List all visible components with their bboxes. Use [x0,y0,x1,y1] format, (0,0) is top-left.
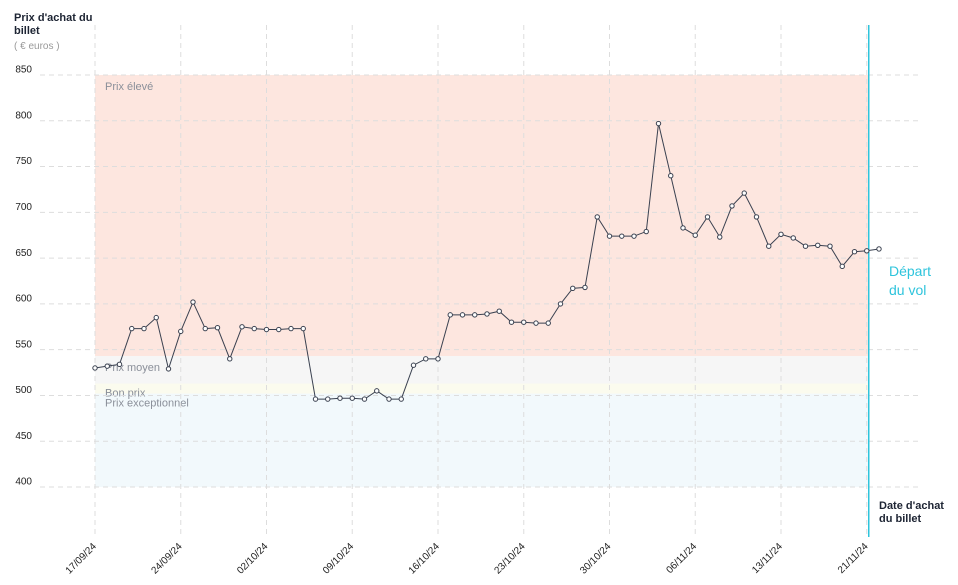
price-point [778,231,784,238]
price-point [116,361,123,368]
price-point [165,366,172,372]
x-tick-label: 16/10/24 [407,541,443,577]
price-point [251,325,257,332]
price-point [447,312,453,318]
price-point [263,326,270,333]
x-tick-label: 30/10/24 [578,541,614,577]
price-point [178,328,184,335]
price-point [312,396,319,402]
x-tick-label: 13/11/24 [750,541,785,576]
price-point [300,325,306,332]
price-point [741,190,747,196]
price-point [239,324,245,330]
price-point [570,285,576,292]
price-point [472,312,478,318]
price-point [631,233,637,239]
price-point [827,243,833,249]
price-point [717,234,723,240]
price-point [92,365,98,371]
y-tick-label: 800 [15,110,32,121]
price-point [545,320,551,326]
price-point [288,325,294,332]
price-zone [95,75,869,357]
y-tick-label: 400 [15,477,32,488]
price-point [839,263,845,270]
price-point [349,395,355,401]
price-point [704,214,711,220]
price-point [435,356,441,362]
price-point [508,319,515,325]
price-point [582,284,588,291]
price-point [398,396,404,402]
y-tick-label: 750 [15,156,32,167]
price-point [594,214,600,220]
price-point [202,325,208,332]
y-tick-label: 500 [15,385,32,396]
x-axis-label: Date d'achat du billet [879,500,944,525]
price-point [851,249,858,255]
price-point [655,120,662,127]
y-tick-label: 450 [15,431,32,442]
price-point [153,314,159,321]
price-point [104,363,110,369]
y-axis-label: Prix d'achat du billet [14,12,93,37]
price-point [496,308,502,314]
y-tick-label: 850 [15,65,32,76]
price-zone [95,356,869,384]
price-point [680,225,686,231]
price-point [766,243,772,249]
price-point [459,312,466,318]
price-point [361,396,368,402]
y-tick-label: 650 [15,248,32,259]
x-tick-label: 02/10/24 [235,541,271,577]
y-tick-label: 700 [15,202,32,213]
price-point [753,214,760,220]
price-zone [95,383,869,394]
y-tick-label: 550 [15,339,32,350]
price-point [790,235,796,241]
price-point [214,324,221,331]
price-point [337,395,343,401]
price-point [729,203,735,209]
x-tick-label: 06/11/24 [664,541,699,576]
zone-label: Prix exceptionnel [105,398,189,410]
price-point [692,232,698,238]
price-point [325,396,331,402]
price-point [533,320,539,326]
price-point [386,396,392,402]
price-point [619,233,625,239]
price-point [423,356,429,362]
x-tick-label: 09/10/24 [321,541,357,577]
departure-label: Départ du vol [889,263,932,298]
zone-label: Bon prix [105,387,146,399]
price-point [864,248,870,254]
x-tick-label: 24/09/24 [149,541,185,577]
price-point [410,362,417,368]
price-point [815,242,821,248]
price-point [876,246,882,252]
x-tick-label: 17/09/24 [64,541,100,577]
price-point [141,325,147,332]
y-axis-unit: ( € euros ) [14,41,60,52]
price-zone [95,393,869,487]
x-tick-label: 23/10/24 [492,541,528,577]
price-point [190,299,196,305]
price-point [606,233,613,239]
price-point [276,326,282,333]
price-point [374,388,380,394]
price-point [521,319,527,325]
zone-label: Prix moyen [105,362,160,374]
zone-label: Prix élevé [105,81,153,93]
y-tick-label: 600 [15,294,32,305]
price-point [484,311,490,317]
x-tick-label: 21/11/24 [836,541,871,576]
price-point [802,243,809,249]
price-point [668,173,674,179]
price-point [557,301,564,307]
price-point [227,356,233,362]
price-point [643,228,649,235]
price-point [129,325,135,332]
